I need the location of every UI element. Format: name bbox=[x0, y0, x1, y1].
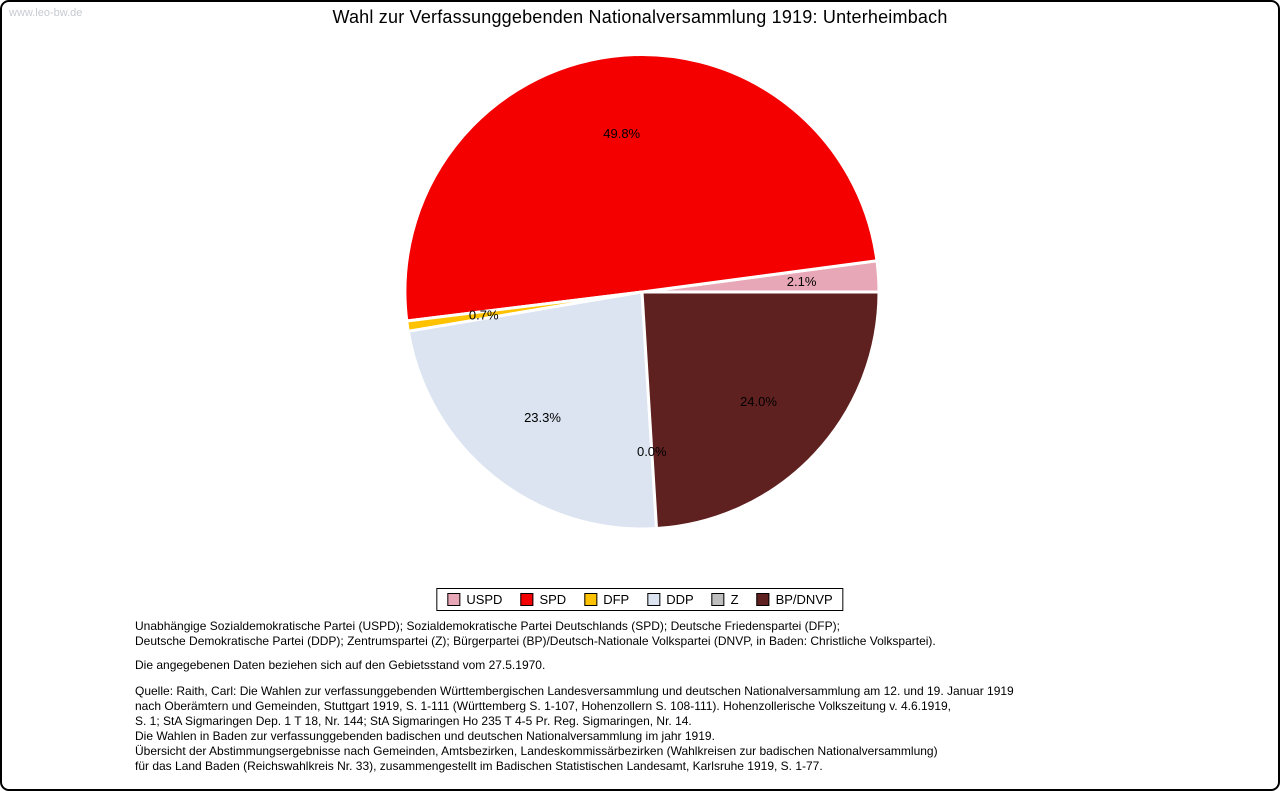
legend-swatch-ddp bbox=[647, 593, 661, 606]
pie-slices-group bbox=[403, 53, 881, 531]
data-note: Die angegebenen Daten beziehen sich auf … bbox=[135, 658, 546, 672]
legend-label-z: Z bbox=[730, 592, 739, 607]
pie-value-label-spd: 49.8% bbox=[603, 126, 640, 141]
footnote-line: Quelle: Raith, Carl: Die Wahlen zur verf… bbox=[135, 684, 1014, 698]
legend-item-z: Z bbox=[711, 592, 739, 607]
party-key-block: Unabhängige Sozialdemokratische Partei (… bbox=[135, 619, 1238, 649]
legend-item-spd: SPD bbox=[520, 592, 566, 607]
legend-item-ddp: DDP bbox=[647, 592, 694, 607]
legend-label-ddp: DDP bbox=[666, 592, 694, 607]
pie-value-label-uspd: 2.1% bbox=[787, 274, 817, 289]
footnote-line: Deutsche Demokratische Partei (DDP); Zen… bbox=[135, 634, 936, 648]
legend-swatch-bp-dnvp bbox=[756, 593, 770, 606]
legend-label-spd: SPD bbox=[539, 592, 567, 607]
legend-label-dfp: DFP bbox=[603, 592, 630, 607]
footnote-line: für das Land Baden (Reichswahlkreis Nr. … bbox=[135, 759, 823, 773]
page-title: Wahl zur Verfassunggebenden Nationalvers… bbox=[332, 7, 948, 27]
legend: USPD SPD DFP DDP Z BP/DNVP bbox=[436, 588, 844, 611]
footnote-line: S. 1; StA Sigmaringen Dep. 1 T 18, Nr. 1… bbox=[135, 714, 692, 728]
legend-label-bp-dnvp: BP/DNVP bbox=[775, 592, 833, 607]
legend-swatch-dfp bbox=[584, 593, 598, 606]
footnote-line: Unabhängige Sozialdemokratische Partei (… bbox=[135, 619, 840, 633]
footnote-line: Übersicht der Abstimmungsergebnisse nach… bbox=[135, 744, 938, 758]
legend-swatch-uspd bbox=[447, 593, 461, 606]
footnotes: Unabhängige Sozialdemokratische Partei (… bbox=[135, 619, 1238, 774]
legend-item-bp-dnvp: BP/DNVP bbox=[756, 592, 833, 607]
pie-value-label-bp-dnvp: 24.0% bbox=[740, 394, 777, 409]
legend-label-uspd: USPD bbox=[466, 592, 503, 607]
footnote-line: Die Wahlen in Baden zur verfassunggebend… bbox=[135, 729, 715, 743]
legend-swatch-z bbox=[711, 593, 725, 606]
pie-labels-group: 2.1% 49.8% 0.7% 23.3% 0.0% 24.0% bbox=[469, 126, 817, 459]
legend-item-dfp: DFP bbox=[584, 592, 629, 607]
pie-value-label-ddp: 23.3% bbox=[524, 410, 561, 425]
pie-slice-ddp bbox=[406, 290, 659, 531]
legend-item-uspd: USPD bbox=[447, 592, 502, 607]
pie-value-label-z: 0.0% bbox=[637, 444, 667, 459]
legend-swatch-spd bbox=[520, 593, 534, 606]
watermark: www.leo-bw.de bbox=[9, 7, 83, 19]
source-block: Quelle: Raith, Carl: Die Wahlen zur verf… bbox=[135, 684, 1238, 774]
pie-value-label-dfp: 0.7% bbox=[469, 308, 499, 323]
pie-slice-bp-dnvp bbox=[640, 290, 881, 531]
footnote-line: nach Oberämtern und Gemeinden, Stuttgart… bbox=[135, 699, 952, 713]
pie-slice-spd bbox=[403, 53, 879, 323]
